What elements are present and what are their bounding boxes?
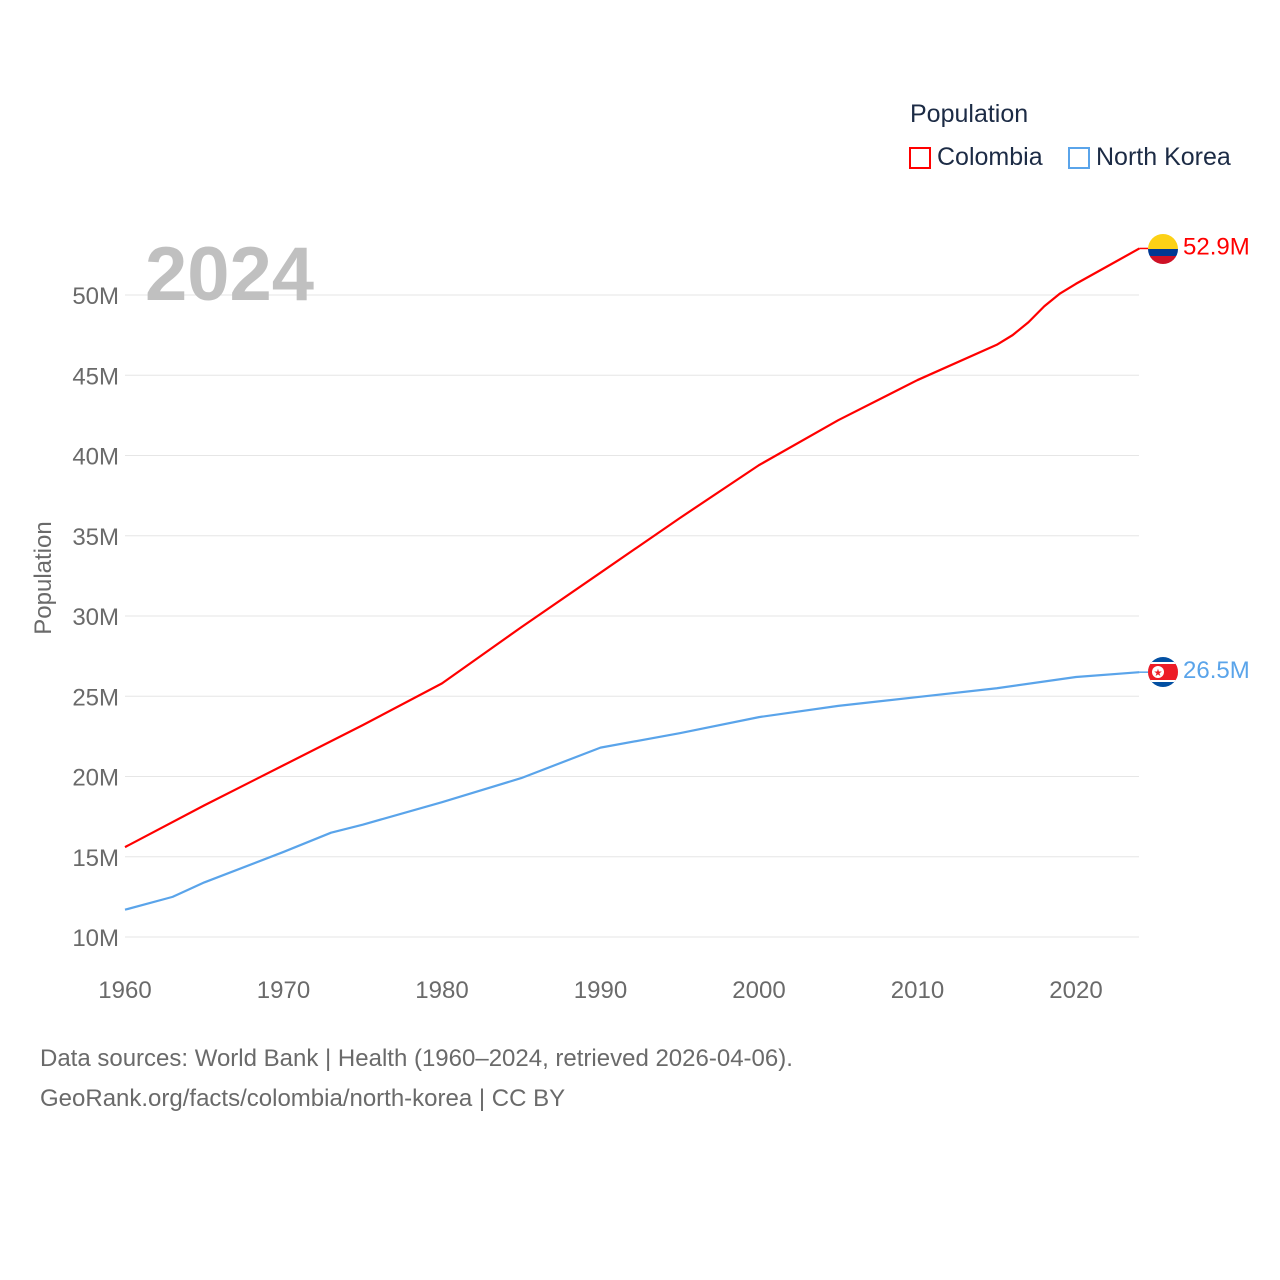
y-tick-label: 35M xyxy=(72,524,119,551)
x-tick-label: 1970 xyxy=(257,977,310,1004)
legend-title: Population xyxy=(910,100,1029,128)
x-tick-label: 2000 xyxy=(732,977,785,1004)
legend-swatch xyxy=(909,146,931,169)
svg-text:★: ★ xyxy=(1154,668,1163,679)
legend-item-north-korea[interactable]: North Korea xyxy=(1068,143,1231,172)
colombia-flag-icon xyxy=(1148,234,1178,264)
y-tick-label: 40M xyxy=(72,444,119,471)
end-value-label: 26.5M xyxy=(1183,657,1250,684)
legend-label: Colombia xyxy=(937,143,1043,171)
footer-sources: Data sources: World Bank | Health (1960–… xyxy=(40,1045,793,1072)
footer-link[interactable]: GeoRank.org/facts/colombia/north-korea |… xyxy=(40,1085,566,1112)
series-line-colombia[interactable] xyxy=(124,247,1140,849)
y-tick-label: 50M xyxy=(72,283,119,310)
legend-item-colombia[interactable]: Colombia xyxy=(909,143,1043,172)
year-watermark: 2024 xyxy=(145,232,314,317)
legend-label: North Korea xyxy=(1096,143,1231,171)
y-axis-label: Population xyxy=(30,521,57,634)
y-tick-label: 45M xyxy=(72,363,119,390)
y-tick-label: 10M xyxy=(72,925,119,952)
y-tick-label: 20M xyxy=(72,765,119,792)
x-tick-label: 2020 xyxy=(1049,977,1102,1004)
series-line-north-korea[interactable] xyxy=(124,671,1140,911)
x-tick-label: 1980 xyxy=(415,977,468,1004)
end-value-label: 52.9M xyxy=(1183,233,1250,260)
north-korea-flag-icon: ★ xyxy=(1148,657,1178,687)
x-tick-label: 1990 xyxy=(574,977,627,1004)
y-tick-label: 25M xyxy=(72,684,119,711)
y-tick-label: 30M xyxy=(72,604,119,631)
x-tick-label: 1960 xyxy=(98,977,151,1004)
y-tick-label: 15M xyxy=(72,845,119,872)
x-tick-label: 2010 xyxy=(891,977,944,1004)
legend-swatch xyxy=(1068,146,1090,169)
